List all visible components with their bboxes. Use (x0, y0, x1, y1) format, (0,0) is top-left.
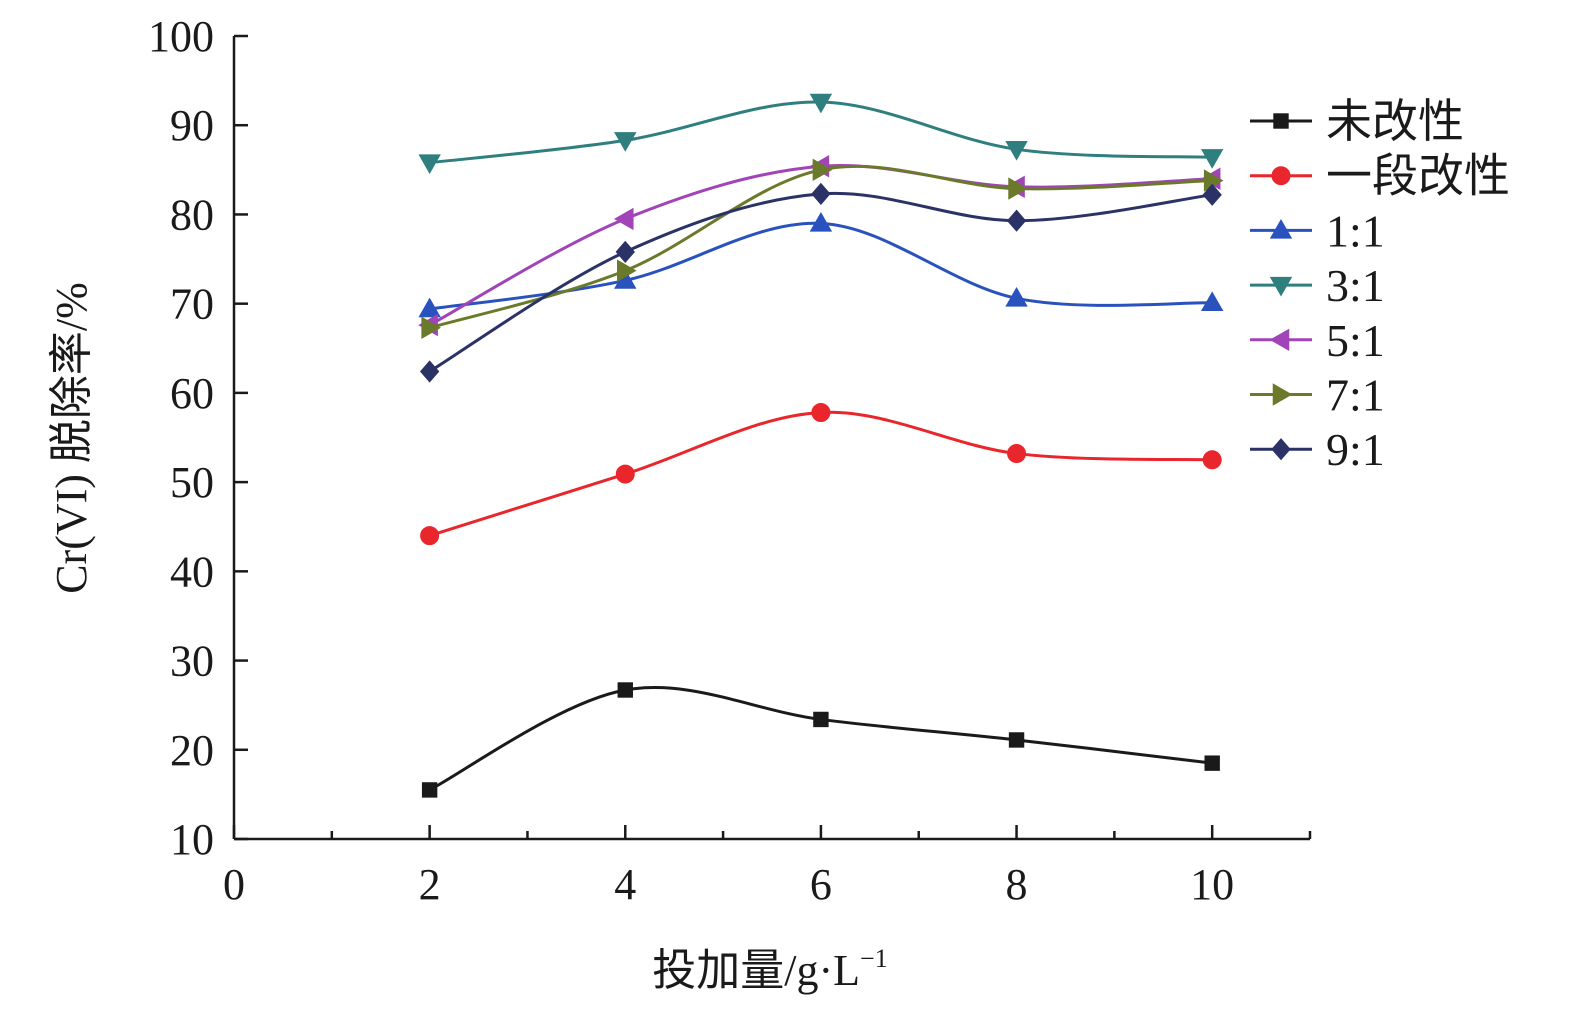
data-point (419, 360, 440, 383)
data-point (811, 403, 831, 423)
series-1 (421, 682, 1220, 798)
y-tick-label: 50 (170, 458, 214, 507)
data-point (1008, 177, 1028, 200)
data-point (613, 207, 634, 231)
data-point (418, 154, 441, 175)
data-point (809, 93, 833, 114)
data-point (811, 182, 831, 206)
legend-label: 一段改性 (1326, 151, 1510, 202)
legend-item: 9:1 (1250, 424, 1385, 475)
legend-label: 3:1 (1326, 260, 1385, 311)
y-tick-label: 70 (170, 280, 214, 329)
y-tick-label: 60 (170, 369, 214, 418)
data-point (615, 464, 635, 484)
legend-label: 5:1 (1326, 315, 1385, 366)
series-7 (419, 182, 1222, 383)
legend-label: 未改性 (1326, 96, 1464, 147)
series-6 (421, 158, 1224, 339)
data-point (1005, 286, 1028, 307)
data-point (1200, 291, 1224, 312)
data-point (421, 316, 441, 339)
series-5 (418, 155, 1221, 337)
series-line (429, 410, 1213, 538)
data-point (617, 259, 637, 282)
x-tick-label: 6 (810, 860, 832, 909)
y-tick-label: 80 (170, 190, 214, 239)
x-tick-label: 4 (614, 860, 636, 909)
y-tick-label: 10 (170, 815, 214, 864)
legend-label: 7:1 (1326, 370, 1385, 421)
legend-item: 未改性 (1250, 96, 1464, 147)
series-layer (418, 93, 1224, 798)
data-point (1008, 732, 1025, 748)
legend-swatch-marker (1272, 383, 1293, 406)
data-point (813, 711, 829, 728)
data-point (812, 158, 833, 182)
data-point (418, 297, 441, 318)
x-tick-label: 10 (1190, 860, 1234, 909)
data-point (1007, 444, 1027, 464)
series-2 (420, 403, 1222, 546)
legend-item: 7:1 (1250, 370, 1385, 421)
y-axis-title: Cr(VI) 脱除率/% (47, 282, 96, 594)
data-point (1005, 141, 1028, 161)
data-point (420, 526, 440, 546)
legend-swatch-marker (1271, 438, 1291, 461)
x-tick-label: 0 (223, 860, 245, 909)
legend-item: 5:1 (1250, 315, 1385, 366)
data-point (1202, 450, 1222, 470)
x-axis-title: 投加量/g·L−1 (652, 944, 887, 995)
data-point (1202, 183, 1222, 206)
data-point (1204, 755, 1220, 771)
legend-label: 1:1 (1326, 205, 1385, 256)
y-tick-label: 40 (170, 547, 214, 596)
legend-label: 9:1 (1326, 424, 1385, 475)
data-point (615, 240, 635, 264)
y-tick-label: 20 (170, 726, 214, 775)
y-tick-label: 30 (170, 637, 214, 686)
x-tick-label: 8 (1006, 860, 1028, 909)
x-tick-label: 2 (419, 860, 441, 909)
x-axis-title-superscript: −1 (860, 944, 888, 973)
y-tick-label: 90 (170, 101, 214, 150)
series-4 (418, 93, 1224, 175)
data-point (809, 212, 833, 232)
data-point (1200, 149, 1224, 169)
legend-item: 一段改性 (1250, 151, 1510, 202)
legend-swatch-marker (1271, 166, 1291, 186)
data-point (617, 682, 633, 698)
y-tick-label: 100 (148, 12, 214, 61)
legend-swatch-marker (1273, 113, 1289, 129)
legend-item: 1:1 (1250, 205, 1385, 256)
data-point (1006, 209, 1027, 232)
data-point (614, 132, 637, 152)
data-point (421, 782, 438, 798)
series-line (428, 686, 1213, 792)
legend-swatch-marker (1269, 276, 1293, 297)
legend-swatch-marker (1269, 219, 1293, 239)
legend-item: 3:1 (1250, 260, 1385, 311)
axes: 10 20 30 40 50 60 70 80 90 100 0 2 4 6 8 10 (148, 12, 1312, 909)
legend-swatch-marker (1269, 328, 1290, 352)
